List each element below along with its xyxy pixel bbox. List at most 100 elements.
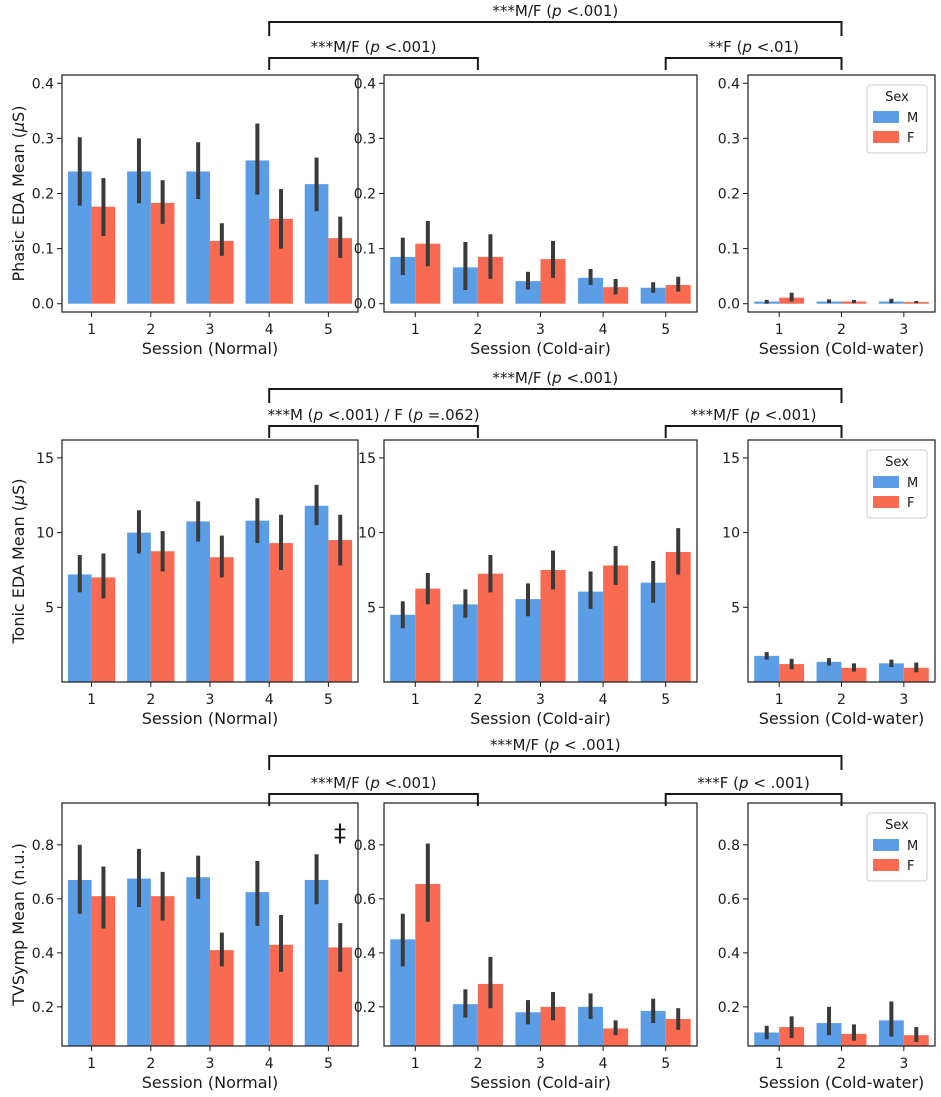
tonic-bracket-label-1: ***M (p <.001) / F (p =.062) xyxy=(267,406,479,424)
tvsymp-cold-air-ytick-label: 0.4 xyxy=(354,946,376,962)
phasic-cold-water-ytick-label: 0.0 xyxy=(718,297,740,313)
tonic-normal-bar-F-1 xyxy=(91,577,116,682)
phasic-cold-water-ytick-label: 0.1 xyxy=(718,242,740,258)
tvsymp-normal-ytick-label: 0.6 xyxy=(32,892,54,908)
tvsymp-bracket-1 xyxy=(268,793,479,806)
tvsymp-cold-water-ytick-label: 0.2 xyxy=(718,1000,740,1016)
tvsymp-cold-water-legend-swatch-F xyxy=(873,859,899,871)
tonic-cold-water-legend-title: Sex xyxy=(885,455,909,470)
tvsymp-normal-bar-F-3 xyxy=(210,950,234,1046)
tonic-normal-bar-M-1 xyxy=(67,574,92,682)
phasic-cold-water-ytick-label: 0.4 xyxy=(718,76,740,92)
phasic-cold-air-xlabel: Session (Cold-air) xyxy=(470,339,611,358)
tonic-normal-bar-M-2 xyxy=(127,532,151,682)
tvsymp-normal-bar-F-5 xyxy=(328,947,353,1046)
tonic-cold-air-xtick-label: 2 xyxy=(473,692,482,708)
tonic-ylabel: Tonic EDA Mean (μS) xyxy=(9,478,28,644)
tonic-normal-ytick-label: 15 xyxy=(36,451,54,467)
tonic-normal-bar-M-3 xyxy=(186,521,210,682)
tonic-cold-air-xtick-label: 3 xyxy=(536,692,545,708)
tvsymp-bracket-label-1: ***M/F (p <.001) xyxy=(311,774,437,792)
phasic-normal-bar-M-3 xyxy=(186,171,210,304)
phasic-cold-water-legend-swatch-M xyxy=(873,111,899,123)
phasic-normal-xtick-label: 3 xyxy=(206,322,215,338)
phasic-normal-xlabel: Session (Normal) xyxy=(142,339,279,358)
tvsymp-normal-bar-F-1 xyxy=(91,896,116,1046)
phasic-normal-bar-F-2 xyxy=(150,202,175,304)
tonic-normal-xlabel: Session (Normal) xyxy=(142,709,279,728)
tvsymp-cold-water-ytick-label: 0.6 xyxy=(718,892,740,908)
tonic-cold-air-ytick-label: 5 xyxy=(367,600,376,616)
tvsymp-normal-xlabel: Session (Normal) xyxy=(142,1073,279,1092)
tvsymp-cold-water-legend-label-F: F xyxy=(907,859,914,874)
tvsymp-normal-bar-M-2 xyxy=(127,878,151,1046)
tonic-cold-water-ytick-label: 5 xyxy=(731,600,740,616)
tonic-cold-air-xtick-label: 1 xyxy=(411,692,420,708)
phasic-cold-water-legend-title: Sex xyxy=(885,90,909,105)
tvsymp-cold-air-bar-F-4 xyxy=(603,1028,629,1046)
phasic-cold-air-ytick-label: 0.2 xyxy=(354,187,376,203)
tvsymp-cold-water-xtick-label: 1 xyxy=(775,1056,784,1072)
phasic-cold-water-legend-label-F: F xyxy=(907,131,914,146)
tvsymp-cold-air-xtick-label: 2 xyxy=(473,1056,482,1072)
phasic-normal-bar-F-5 xyxy=(328,238,353,304)
tonic-normal-xtick-label: 4 xyxy=(265,692,274,708)
phasic-cold-air-ytick-label: 0.3 xyxy=(354,131,376,147)
phasic-cold-air-ytick-label: 0.0 xyxy=(354,297,376,313)
phasic-bracket-label-0: ***M/F (p <.001) xyxy=(492,2,618,20)
tonic-cold-water-legend-label-F: F xyxy=(907,496,914,511)
tvsymp-cold-water-ytick-label: 0.8 xyxy=(718,838,740,854)
phasic-normal-ytick-label: 0.2 xyxy=(32,187,54,203)
tvsymp-normal-ytick-label: 0.8 xyxy=(32,838,54,854)
tonic-cold-water-xtick-label: 2 xyxy=(837,692,846,708)
tvsymp-normal-bar-M-3 xyxy=(186,877,210,1046)
phasic-bracket-label-2: **F (p <.01) xyxy=(708,38,799,56)
tvsymp-ylabel: TVSymp Mean (n.u.) xyxy=(9,843,28,1007)
phasic-bracket-label-1: ***M/F (p <.001) xyxy=(311,38,437,56)
tonic-cold-water-bar-F-1 xyxy=(779,664,805,682)
phasic-normal-xtick-label: 5 xyxy=(324,322,333,338)
tvsymp-bracket-0 xyxy=(268,755,843,770)
tonic-normal-xtick-label: 5 xyxy=(324,692,333,708)
phasic-normal-ytick-label: 0.4 xyxy=(32,76,54,92)
phasic-normal-ytick-label: 0.0 xyxy=(32,297,54,313)
tvsymp-bracket-label-2: ***F (p < .001) xyxy=(697,774,810,792)
phasic-bracket-2 xyxy=(664,57,843,70)
phasic-cold-water-ytick-label: 0.3 xyxy=(718,131,740,147)
phasic-cold-air-ytick-label: 0.1 xyxy=(354,242,376,258)
phasic-cold-water-ytick-label: 0.2 xyxy=(718,187,740,203)
tvsymp-normal-bar-F-2 xyxy=(150,896,175,1046)
phasic-cold-air-xtick-label: 2 xyxy=(473,322,482,338)
tonic-normal-bar-M-4 xyxy=(245,520,270,682)
tvsymp-normal-bar-M-4 xyxy=(245,892,270,1046)
tvsymp-cold-air-xtick-label: 5 xyxy=(661,1056,670,1072)
tonic-cold-water-bar-M-1 xyxy=(754,655,780,682)
tonic-normal-xtick-label: 2 xyxy=(146,692,155,708)
tvsymp-cold-water-ytick-label: 0.4 xyxy=(718,946,740,962)
phasic-normal-ytick-label: 0.3 xyxy=(32,131,54,147)
phasic-normal-bar-F-3 xyxy=(210,240,234,304)
tonic-bracket-1 xyxy=(268,425,479,438)
tonic-normal-xtick-label: 1 xyxy=(87,692,96,708)
tonic-cold-air-ytick-label: 15 xyxy=(358,451,376,467)
tonic-cold-water-ytick-label: 15 xyxy=(722,451,740,467)
phasic-cold-air-bar-M-5 xyxy=(640,287,666,304)
tonic-cold-water-legend-label-M: M xyxy=(907,476,918,491)
tvsymp-cold-air-xtick-label: 1 xyxy=(411,1056,420,1072)
tvsymp-cold-water-legend-swatch-M xyxy=(873,839,899,851)
phasic-normal-bar-F-4 xyxy=(269,218,293,304)
phasic-cold-air-xtick-label: 3 xyxy=(536,322,545,338)
tvsymp-cold-air-xlabel: Session (Cold-air) xyxy=(470,1073,611,1092)
tvsymp-cold-air-ytick-label: 0.8 xyxy=(354,838,376,854)
tonic-normal-ytick-label: 5 xyxy=(45,600,54,616)
tonic-cold-water-xtick-label: 3 xyxy=(899,692,908,708)
tonic-cold-water-ytick-label: 10 xyxy=(722,526,740,542)
phasic-cold-water-legend-label-M: M xyxy=(907,111,918,126)
phasic-bracket-1 xyxy=(268,57,479,70)
tvsymp-normal-bar-F-4 xyxy=(269,944,293,1046)
phasic-cold-air-bar-F-5 xyxy=(665,284,691,304)
tonic-cold-water-xlabel: Session (Cold-water) xyxy=(759,709,925,728)
tonic-normal-bar-F-3 xyxy=(210,557,234,682)
phasic-normal-xtick-label: 2 xyxy=(146,322,155,338)
